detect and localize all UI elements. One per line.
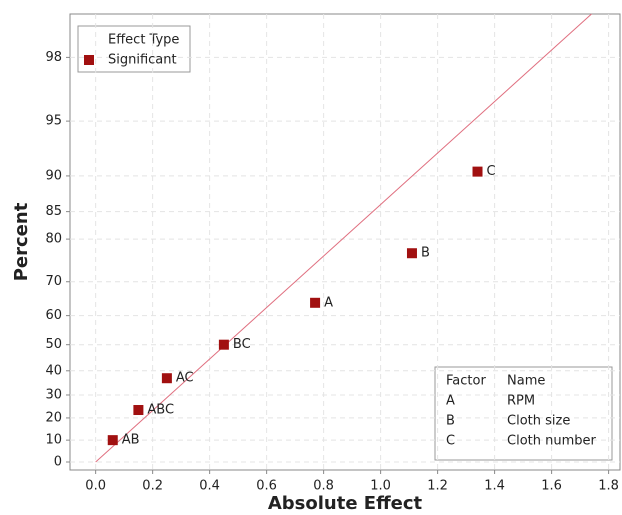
plot-frame (69, 13, 621, 471)
point-label: B (421, 246, 430, 261)
point (161, 373, 172, 384)
table-cell: RPM (507, 394, 535, 409)
point-label: ABC (147, 403, 174, 418)
y-tick-label: 70 (45, 274, 62, 289)
y-tick-label: 10 (45, 433, 62, 448)
y-tick-label: 80 (45, 232, 62, 247)
point-label: BC (233, 337, 251, 352)
x-tick-label: 1.2 (427, 479, 448, 494)
legend-box (77, 25, 191, 73)
point (218, 339, 229, 350)
x-tick-label: 0.0 (85, 479, 106, 494)
point (406, 248, 417, 259)
y-tick-label: 20 (45, 410, 62, 425)
point-label: C (487, 164, 496, 179)
x-tick-label: 0.8 (313, 479, 334, 494)
y-tick-label: 30 (45, 387, 62, 402)
x-tick-label: 1.4 (484, 479, 505, 494)
x-tick-label: 1.8 (598, 479, 619, 494)
table-header: Name (507, 374, 545, 389)
reference-line (95, 13, 592, 463)
y-tick-label: 60 (45, 308, 62, 323)
y-tick-label: 85 (45, 204, 62, 219)
y-tick-label: 50 (45, 337, 62, 352)
x-tick-label: 1.6 (541, 479, 562, 494)
point (107, 435, 118, 446)
point (472, 166, 483, 177)
table-cell: B (446, 414, 455, 429)
table-cell: A (446, 394, 455, 409)
point-label: AB (122, 433, 140, 448)
point (133, 405, 144, 416)
legend-swatch (84, 55, 94, 65)
table-cell: Cloth size (507, 414, 570, 429)
point-label: AC (176, 371, 194, 386)
point (310, 297, 321, 308)
x-tick-label: 0.2 (142, 479, 163, 494)
legend-label: Significant (108, 53, 177, 68)
table-cell: Cloth number (507, 434, 597, 449)
y-tick-label: 95 (45, 114, 62, 129)
y-axis-title: Percent (11, 202, 32, 281)
table-header: Factor (446, 374, 486, 389)
x-tick-label: 0.6 (256, 479, 277, 494)
y-tick-label: 0 (54, 455, 62, 470)
factor-table-box (434, 366, 613, 461)
legend-title: Effect Type (108, 33, 179, 48)
x-tick-label: 1.0 (370, 479, 391, 494)
x-tick-label: 0.4 (199, 479, 220, 494)
x-axis-title: Absolute Effect (268, 493, 423, 514)
y-tick-label: 40 (45, 363, 62, 378)
table-cell: C (446, 434, 455, 449)
y-tick-label: 98 (45, 50, 62, 65)
y-tick-label: 90 (45, 168, 62, 183)
point-label: A (324, 295, 333, 310)
